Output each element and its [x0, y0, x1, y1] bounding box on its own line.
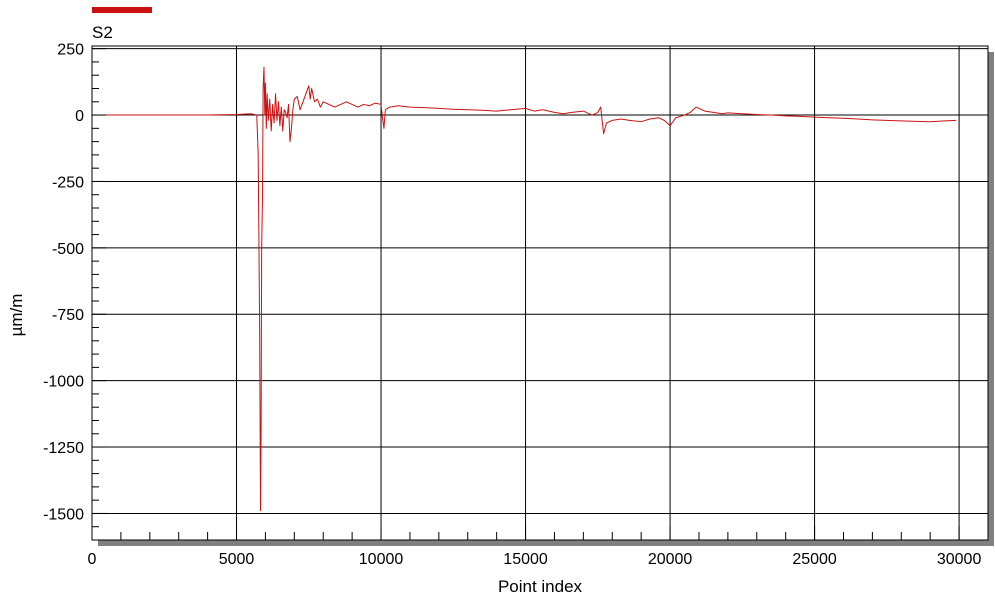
- x-tick-label: 30000: [937, 551, 982, 568]
- y-tick-label: 0: [75, 108, 84, 125]
- frame-shadow-bottom: [98, 540, 994, 546]
- x-tick-label: 15000: [503, 551, 548, 568]
- legend-swatch-s2: [92, 7, 152, 13]
- legend-label-s2: S2: [92, 23, 113, 42]
- y-tick-label: -250: [52, 174, 84, 191]
- x-tick-label: 0: [88, 551, 97, 568]
- x-axis-title: Point index: [498, 577, 583, 596]
- y-tick-label: -750: [52, 307, 84, 324]
- y-tick-label: -500: [52, 241, 84, 258]
- plot-frame: [91, 45, 989, 541]
- x-tick-label: 5000: [219, 551, 255, 568]
- series-line-s2: [92, 66, 957, 512]
- y-tick-label: -1500: [43, 506, 84, 523]
- y-axis-title: µm/m: [7, 294, 26, 337]
- y-tick-label: -1000: [43, 374, 84, 391]
- y-tick-label: 250: [57, 42, 84, 59]
- x-tick-label: 20000: [648, 551, 693, 568]
- frame-shadow-right: [988, 52, 994, 546]
- x-tick-label: 25000: [792, 551, 837, 568]
- x-tick-label: 10000: [359, 551, 404, 568]
- y-tick-label: -1250: [43, 440, 84, 457]
